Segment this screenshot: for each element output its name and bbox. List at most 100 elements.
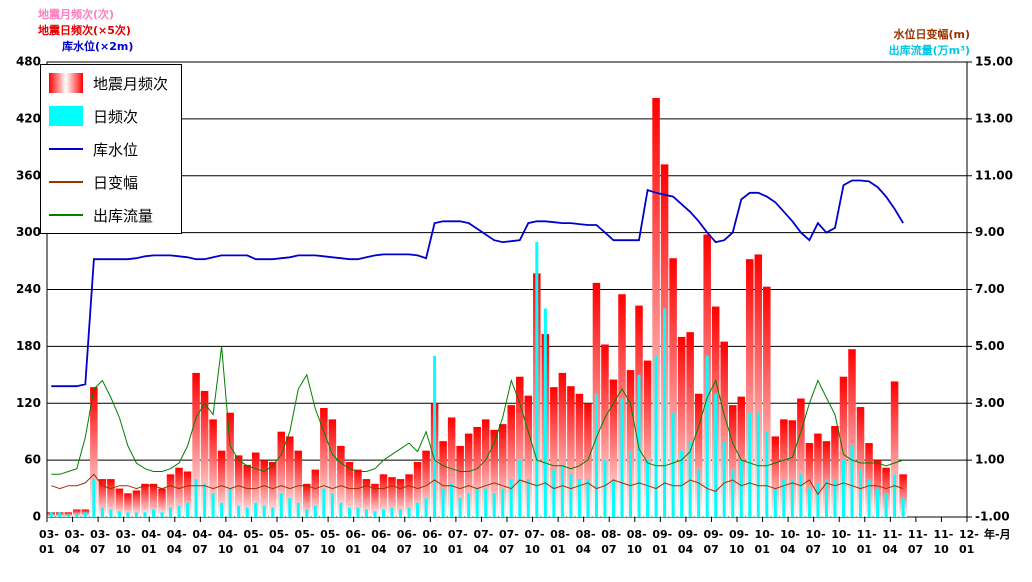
bar <box>535 242 539 517</box>
line <box>51 473 904 496</box>
bar <box>626 370 635 517</box>
bar <box>558 372 567 517</box>
bar <box>603 460 607 517</box>
x-tick-label: 06-01 <box>345 528 366 556</box>
bar <box>475 488 479 517</box>
x-tick-label: 08-07 <box>601 528 622 556</box>
bar <box>456 445 464 517</box>
bar <box>890 381 899 517</box>
y-tick-label: 300 <box>16 225 41 239</box>
x-tick-label: 08-01 <box>550 528 570 556</box>
bar <box>243 464 251 517</box>
bar <box>722 441 726 517</box>
x-tick-label: 04-10 <box>217 528 238 556</box>
bar <box>200 390 209 517</box>
bar <box>109 509 113 517</box>
x-tick-label: 05-04 <box>269 528 289 556</box>
bar <box>839 376 848 517</box>
bar <box>405 474 413 517</box>
bar <box>816 483 820 517</box>
legend-swatch <box>49 73 83 93</box>
bar <box>567 386 575 517</box>
bar <box>347 507 351 517</box>
bar <box>501 488 505 517</box>
bar <box>893 474 897 517</box>
bar <box>345 462 354 517</box>
legend-swatch <box>49 181 83 183</box>
bar <box>841 460 845 517</box>
y2-axis-label: 水位日变幅(m) <box>893 28 970 41</box>
legend: 地震月频次 日频次 库水位 日变幅 出库流量 <box>40 64 182 234</box>
bar <box>594 393 598 517</box>
bar <box>143 512 147 517</box>
bar <box>831 426 839 517</box>
bar <box>251 452 260 517</box>
bar <box>124 493 132 517</box>
bar <box>763 286 771 517</box>
x-tick-label: 09-07 <box>703 528 724 556</box>
bar <box>671 412 675 517</box>
legend-swatch <box>49 148 83 150</box>
bar <box>220 502 224 517</box>
bar <box>260 460 268 517</box>
legend-label: 地震月频次 <box>93 74 169 93</box>
y2-tick-label: -1.00 <box>975 510 1010 524</box>
bar <box>492 493 496 517</box>
y-tick-label: 360 <box>16 168 41 182</box>
x-tick-label: 09-04 <box>677 528 698 556</box>
bar <box>714 393 718 517</box>
bar <box>586 479 590 517</box>
bar <box>754 254 763 518</box>
legend-entry: 日频次 <box>49 104 138 128</box>
bar <box>177 505 181 517</box>
bar <box>73 509 81 517</box>
bar <box>228 488 232 517</box>
bar <box>807 488 811 517</box>
bar <box>509 479 513 517</box>
bar <box>356 507 360 517</box>
x-tick-label: 05-10 <box>320 528 340 556</box>
y2-tick-label: 1.00 <box>975 453 1005 467</box>
bar <box>611 479 615 517</box>
bar <box>254 502 258 517</box>
y-axis-label: 地震日频次(×5次) <box>38 24 131 37</box>
y-tick-label: 240 <box>16 282 41 296</box>
bar <box>652 98 660 517</box>
x-tick-label: 10-10 <box>831 528 852 556</box>
x-tick-label: 06-10 <box>422 528 443 556</box>
x-tick-label: 10-01 <box>754 528 775 556</box>
bar <box>98 479 107 517</box>
y-tick-label: 420 <box>16 111 41 125</box>
bar <box>433 355 437 517</box>
bar <box>194 479 198 517</box>
bar <box>663 308 667 517</box>
bar <box>490 429 498 517</box>
bar <box>822 441 831 517</box>
bar <box>498 424 507 517</box>
bar <box>609 379 618 517</box>
bar <box>507 405 516 517</box>
bar <box>464 433 473 517</box>
bar <box>441 488 445 517</box>
bar <box>560 464 564 517</box>
bar <box>158 488 166 517</box>
bar <box>748 412 752 517</box>
bar <box>303 483 311 517</box>
legend-swatch <box>49 214 83 216</box>
x-tick-label: 08-04 <box>575 528 596 556</box>
bar <box>49 512 53 517</box>
bar <box>771 436 780 517</box>
x-tick-label: 04-07 <box>192 528 213 556</box>
bar <box>575 393 584 517</box>
y2-tick-label: 15.00 <box>975 55 1013 69</box>
bar <box>859 469 863 517</box>
x-axis-label: 年-月 <box>984 528 1011 541</box>
bar <box>680 450 684 517</box>
x-tick-label: 09-01 <box>652 528 673 556</box>
bar <box>313 505 317 517</box>
x-tick-label: 03-04 <box>64 528 85 556</box>
bar <box>524 395 533 517</box>
bar <box>237 505 241 517</box>
bar <box>643 360 652 517</box>
bar <box>149 483 158 517</box>
